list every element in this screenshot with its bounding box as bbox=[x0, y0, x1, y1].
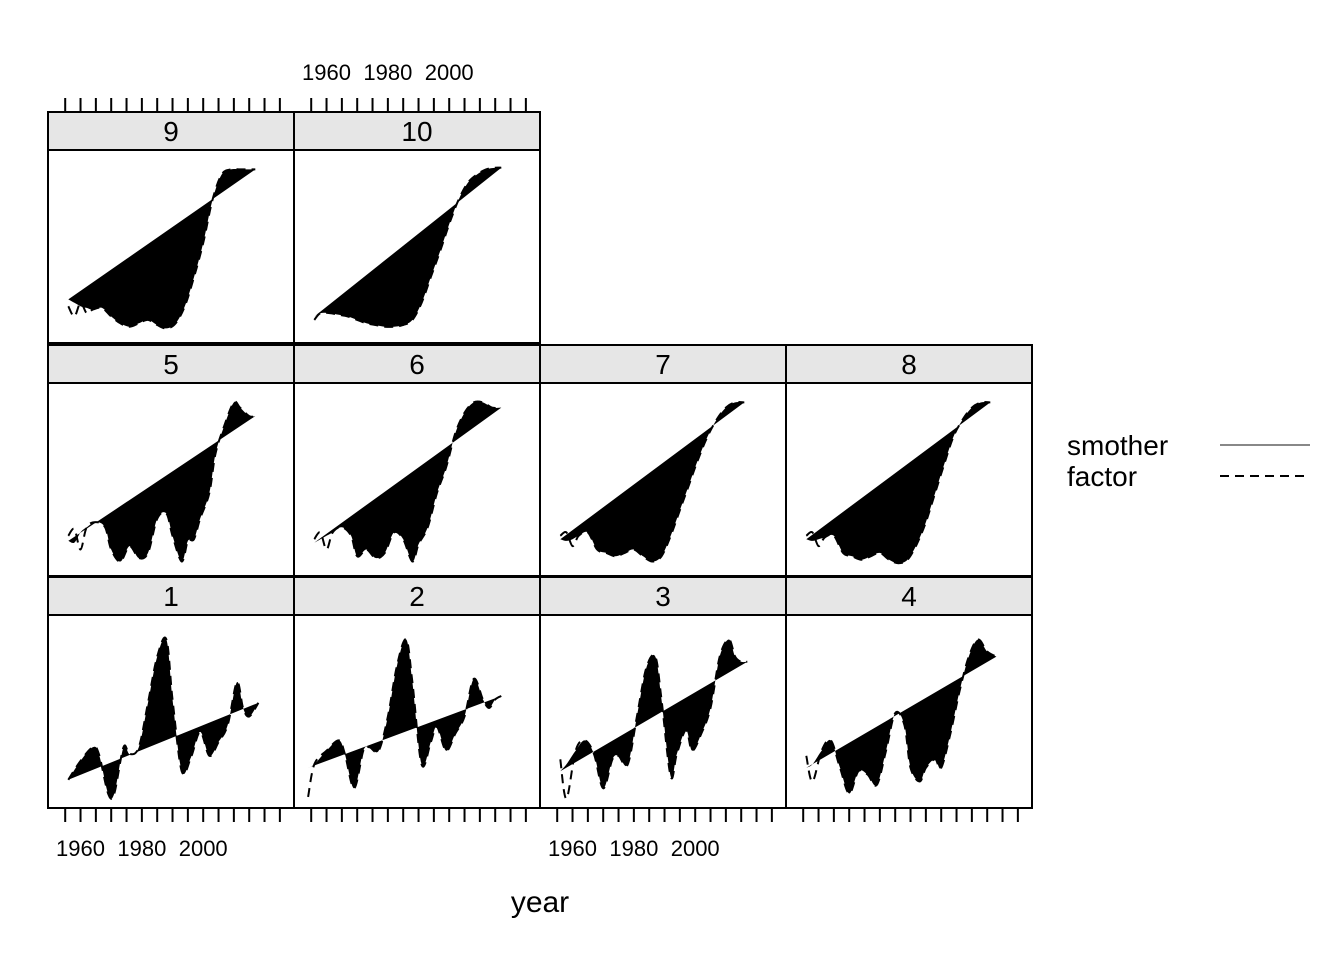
series-line-factor-panel-5 bbox=[67, 400, 256, 563]
x-tick-label: 1980 bbox=[117, 836, 166, 861]
series-line-smother-panel-1 bbox=[68, 637, 259, 799]
series-line-smother-panel-7 bbox=[560, 402, 745, 562]
strip-3 bbox=[539, 576, 787, 616]
strip-label-9: 9 bbox=[163, 116, 179, 147]
panel-7: 7 bbox=[539, 344, 787, 577]
series-line-smother-panel-5 bbox=[68, 401, 256, 562]
series-line-factor-panel-1 bbox=[67, 636, 260, 800]
axes: 1960 1980 2000 1960 1980 2000 1960 1980 2000 bbox=[56, 60, 1019, 861]
strip-8 bbox=[785, 344, 1033, 384]
strip-label-7: 7 bbox=[655, 349, 671, 380]
series-line-smother-panel-6 bbox=[314, 401, 502, 562]
series-line-factor-panel-4 bbox=[805, 638, 997, 795]
strip-label-5: 5 bbox=[163, 349, 179, 380]
panel-1: 1 bbox=[47, 576, 295, 809]
strip-label-3: 3 bbox=[655, 581, 671, 612]
x-tick-label: 1960 bbox=[56, 836, 105, 861]
strip-1 bbox=[47, 576, 295, 616]
strip-label-4: 4 bbox=[901, 581, 917, 612]
x-tick-label: 1960 bbox=[302, 60, 351, 85]
panels: 1 2 3 4 5 6 7 8 9 10 bbox=[47, 111, 1033, 809]
panel-frame-2 bbox=[293, 614, 541, 809]
panel-frame-10 bbox=[293, 149, 541, 344]
series-line-smother-panel-10 bbox=[314, 167, 502, 327]
legend-label-smother: smother bbox=[1067, 430, 1168, 461]
series-line-smother-panel-9 bbox=[68, 169, 256, 329]
series-line-factor-panel-8 bbox=[805, 401, 991, 565]
x-tick-label: 2000 bbox=[425, 60, 474, 85]
series-line-factor-panel-6 bbox=[313, 400, 502, 563]
x-tick-label: 2000 bbox=[671, 836, 720, 861]
strip-label-10: 10 bbox=[401, 116, 432, 147]
x-axis-title: year bbox=[511, 886, 569, 919]
x-tick-label: 1980 bbox=[363, 60, 412, 85]
strip-10 bbox=[293, 111, 541, 151]
panel-10: 10 bbox=[293, 111, 541, 344]
panel-frame-4 bbox=[785, 614, 1033, 809]
x-tick-label: 1980 bbox=[609, 836, 658, 861]
series-line-smother-panel-3 bbox=[560, 639, 748, 789]
legend-label-factor: factor bbox=[1067, 461, 1137, 492]
panel-frame-8 bbox=[785, 382, 1033, 577]
strip-9 bbox=[47, 111, 295, 151]
panel-9: 9 bbox=[47, 111, 295, 344]
legend: smother factor bbox=[1067, 430, 1310, 492]
strip-label-6: 6 bbox=[409, 349, 425, 380]
series-line-smother-panel-4 bbox=[806, 639, 997, 794]
panel-2: 2 bbox=[293, 576, 541, 809]
series-line-factor-panel-10 bbox=[313, 166, 502, 328]
x-tick-label: 1960 bbox=[548, 836, 597, 861]
strip-label-2: 2 bbox=[409, 581, 425, 612]
panel-8: 8 bbox=[785, 344, 1033, 577]
series-line-factor-panel-3 bbox=[559, 638, 748, 800]
panel-5: 5 bbox=[47, 344, 295, 577]
strip-label-1: 1 bbox=[163, 581, 179, 612]
series-line-smother-panel-2 bbox=[308, 639, 502, 789]
panel-6: 6 bbox=[293, 344, 541, 577]
panel-4: 4 bbox=[785, 576, 1033, 809]
series-line-factor-panel-2 bbox=[307, 638, 502, 798]
strip-label-8: 8 bbox=[901, 349, 917, 380]
strip-7 bbox=[539, 344, 787, 384]
series-line-factor-panel-9 bbox=[67, 168, 256, 330]
series-line-factor-panel-7 bbox=[559, 401, 745, 563]
x-tick-label: 2000 bbox=[179, 836, 228, 861]
series-line-smother-panel-8 bbox=[806, 402, 991, 564]
panel-3: 3 bbox=[539, 576, 787, 809]
